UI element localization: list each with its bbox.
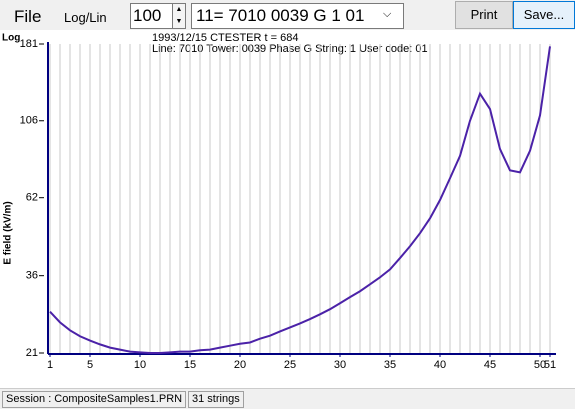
status-bar: Session : CompositeSamples1.PRN 31 strin… <box>0 388 575 409</box>
spin-arrows[interactable]: ▲ ▼ <box>172 3 186 29</box>
x-tick-label: 25 <box>284 359 296 371</box>
x-tick-label: 50 <box>534 359 546 371</box>
x-tick-label: 20 <box>234 359 246 371</box>
data-line <box>49 46 551 354</box>
y-tick-label: 181 <box>20 38 38 50</box>
y-axis-label: E field (kV/m) <box>3 201 14 264</box>
log-lin-toggle[interactable]: Log/Lin <box>64 10 107 25</box>
toolbar: File Log/Lin 100 ▲ ▼ 11= 7010 0039 G 1 01… <box>0 0 575 34</box>
session-label: Session : CompositeSamples1.PRN <box>2 391 187 408</box>
spin-box[interactable]: 100 <box>130 3 174 29</box>
y-tick-label: 21 <box>26 347 38 359</box>
chart: Log 1993/12/15 CTESTER t = 684 Line: 701… <box>0 30 575 388</box>
string-count: 31 strings <box>188 391 244 408</box>
y-tick-label: 106 <box>20 115 38 127</box>
x-tick-label: 1 <box>47 359 53 371</box>
x-tick-label: 15 <box>184 359 196 371</box>
x-tick-label: 5 <box>87 359 93 371</box>
x-tick-label: 10 <box>134 359 146 371</box>
save-button[interactable]: Save... <box>513 1 575 29</box>
y-tick-label: 36 <box>26 270 38 282</box>
scale-label: Log <box>2 33 20 44</box>
y-tick-label: 62 <box>26 192 38 204</box>
string-select[interactable]: 11= 7010 0039 G 1 01 <box>191 3 404 29</box>
subtitle-line: 1993/12/15 CTESTER t = 684 <box>152 32 298 44</box>
x-tick-label: 45 <box>484 359 496 371</box>
x-tick-label: 40 <box>434 359 446 371</box>
x-tick-label: 35 <box>384 359 396 371</box>
file-menu[interactable]: File <box>14 7 42 26</box>
x-tick-label: 51 <box>544 359 556 371</box>
print-button[interactable]: Print <box>455 1 513 29</box>
x-tick-label: 30 <box>334 359 346 371</box>
select-arrow: ⌵ <box>383 8 392 20</box>
